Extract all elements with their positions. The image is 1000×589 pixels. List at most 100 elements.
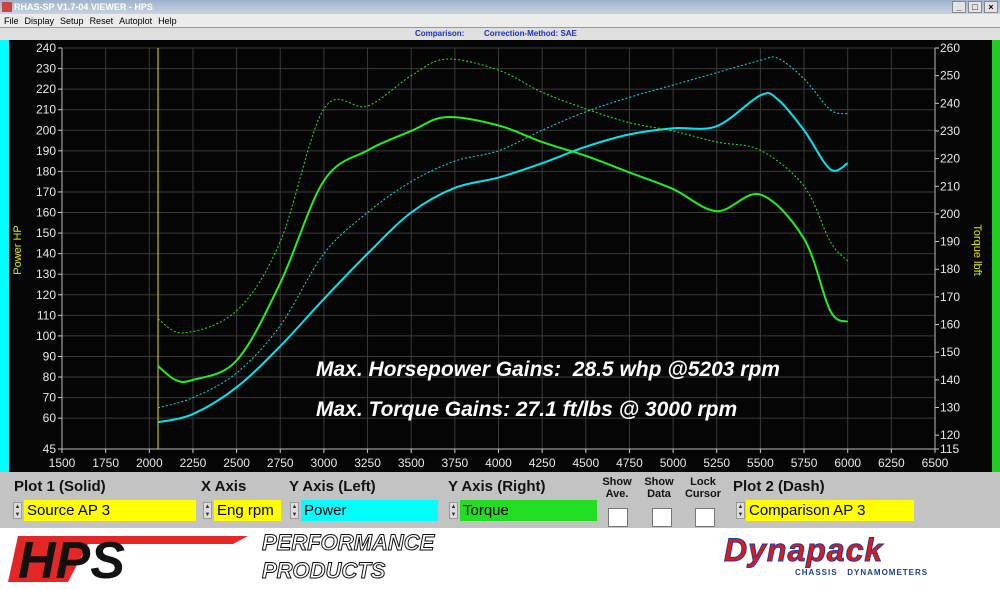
x-tick-label: 3250 [354,456,381,470]
close-button[interactable]: × [984,1,998,13]
menu-display[interactable]: Display [24,16,55,26]
y-right-tick-label: 200 [940,207,960,221]
lock-cursor-label-1: Lock [690,476,716,488]
hps-tagline-2: PRODUCTS [261,558,386,584]
menu-file[interactable]: File [4,16,19,26]
dyno-chart[interactable]: 1500 1750 2000 2250 2500 2750 3000 3250 3500 3750… [0,40,1000,472]
yleft-label: Y Axis (Left) [289,478,376,495]
series-group [157,48,849,449]
maximize-button[interactable]: □ [968,1,982,13]
yright-select[interactable]: Torque [460,500,597,521]
xaxis-spinner[interactable]: ▲ ▼ [203,502,212,519]
plot1-select[interactable]: Source AP 3 [24,500,196,521]
xaxis-label: X Axis [201,478,247,495]
y-right-tick-label: 210 [940,179,960,193]
x-tick-label: 6000 [834,456,861,470]
y-left-tick-label: 200 [36,123,56,137]
y-right-tick-label: 120 [940,428,960,442]
yleft-select[interactable]: Power [301,500,438,521]
y-left-tick-label: 60 [43,411,57,425]
y-left-tick-label: 190 [36,144,56,158]
y-left-tick-label: 130 [36,267,56,281]
xaxis-select[interactable]: Eng rpm [214,500,281,521]
show-data-checkbox[interactable] [652,508,672,527]
y-right-tick-label: 260 [940,41,960,55]
show-data-label: Show Data [640,476,678,500]
hp-gain-annotation: Max. Horsepower Gains: 28.5 whp @5203 rp… [316,358,780,381]
y-right-tick-label: 190 [940,235,960,249]
menu-bar: File Display Setup Reset Autoplot Help [0,14,1000,28]
plot1-spinner[interactable]: ▲ ▼ [13,502,22,519]
lock-cursor-label-2: Cursor [684,488,722,500]
y-left-tick-label: 240 [36,41,56,55]
series-line-torque-dash [157,58,849,334]
x-tick-label: 4000 [485,456,512,470]
y-right-tick-label: 250 [940,69,960,83]
show-ave-label: Show Ave. [597,476,637,500]
y-right-tick-label: 140 [940,373,960,387]
window-title: RHAS-SP V1.7-04 VIEWER - HPS [14,2,153,12]
hps-logo: HPS [8,530,253,589]
y-right-tick-label: 160 [940,318,960,332]
y-right-tick-label: 130 [940,401,960,415]
yright-spinner[interactable]: ▲ ▼ [449,502,458,519]
info-bar: Comparison: Correction-Method: SAE [0,28,1000,40]
x-tick-label: 3000 [311,456,338,470]
correction-method: Correction-Method: SAE [484,29,577,38]
x-tick-label: 2000 [136,456,163,470]
x-tick-label: 1500 [49,456,76,470]
y-right-tick-label: 150 [940,345,960,359]
minimize-button[interactable]: _ [952,1,966,13]
chart-background [0,40,1000,472]
axes: 1500 1750 2000 2250 2500 2750 3000 3250 3500 3750… [36,41,960,470]
x-tick-label: 2250 [180,456,207,470]
menu-autoplot[interactable]: Autoplot [119,16,153,26]
x-tick-label: 2500 [223,456,250,470]
x-tick-label: 5500 [747,456,774,470]
y-left-tick-label: 70 [43,391,57,405]
hps-logo-graphic: HPS [8,532,248,589]
x-tick-label: 6250 [878,456,905,470]
y-left-tick-label: 100 [36,329,56,343]
right-accent-strip [992,40,1000,472]
x-tick-label: 4500 [572,456,599,470]
show-ave-checkbox[interactable] [608,508,628,527]
yright-label: Y Axis (Right) [448,478,546,495]
y-left-tick-label: 220 [36,82,56,96]
y-right-label: Torque lbft [971,224,983,275]
hps-tagline-1: PERFORMANCE [261,530,435,556]
plot2-select[interactable]: Comparison AP 3 [746,500,914,521]
y-right-tick-label: 180 [940,262,960,276]
grid [61,47,936,450]
menu-setup[interactable]: Setup [60,16,84,26]
dynapack-tagline: CHASSIS DYNAMOMETERS [795,568,929,577]
y-left-tick-label: 80 [43,370,57,384]
comparison-label: Comparison: [415,29,465,38]
menu-reset[interactable]: Reset [89,16,114,26]
series-line-power-solid [157,92,849,424]
x-tick-label: 4750 [616,456,643,470]
lock-cursor-label: Lock Cursor [677,476,729,500]
x-tick-label: 1750 [92,456,119,470]
menu-help[interactable]: Help [158,16,177,26]
y-left-tick-label: 90 [43,349,57,363]
y-left-tick-label: 45 [43,442,57,456]
x-tick-label: 6500 [922,456,949,470]
show-data-label-1: Show [644,476,674,488]
y-left-tick-label: 170 [36,185,56,199]
plot2-spinner[interactable]: ▲ ▼ [736,502,745,519]
y-left-tick-label: 210 [36,103,56,117]
show-ave-label-1: Show [602,476,632,488]
app-icon [2,2,12,12]
y-left-tick-label: 160 [36,206,56,220]
series-line-torque-solid [157,116,849,383]
show-ave-label-2: Ave. [605,488,629,500]
y-left-tick-label: 140 [36,247,56,261]
dynapack-logo: Dynapack [723,532,884,569]
y-right-tick-label: 240 [940,96,960,110]
lock-cursor-checkbox[interactable] [695,508,715,527]
x-tick-label: 5750 [791,456,818,470]
x-tick-label: 4250 [529,456,556,470]
y-left-tick-label: 110 [37,308,56,322]
yleft-spinner[interactable]: ▲ ▼ [290,502,299,519]
